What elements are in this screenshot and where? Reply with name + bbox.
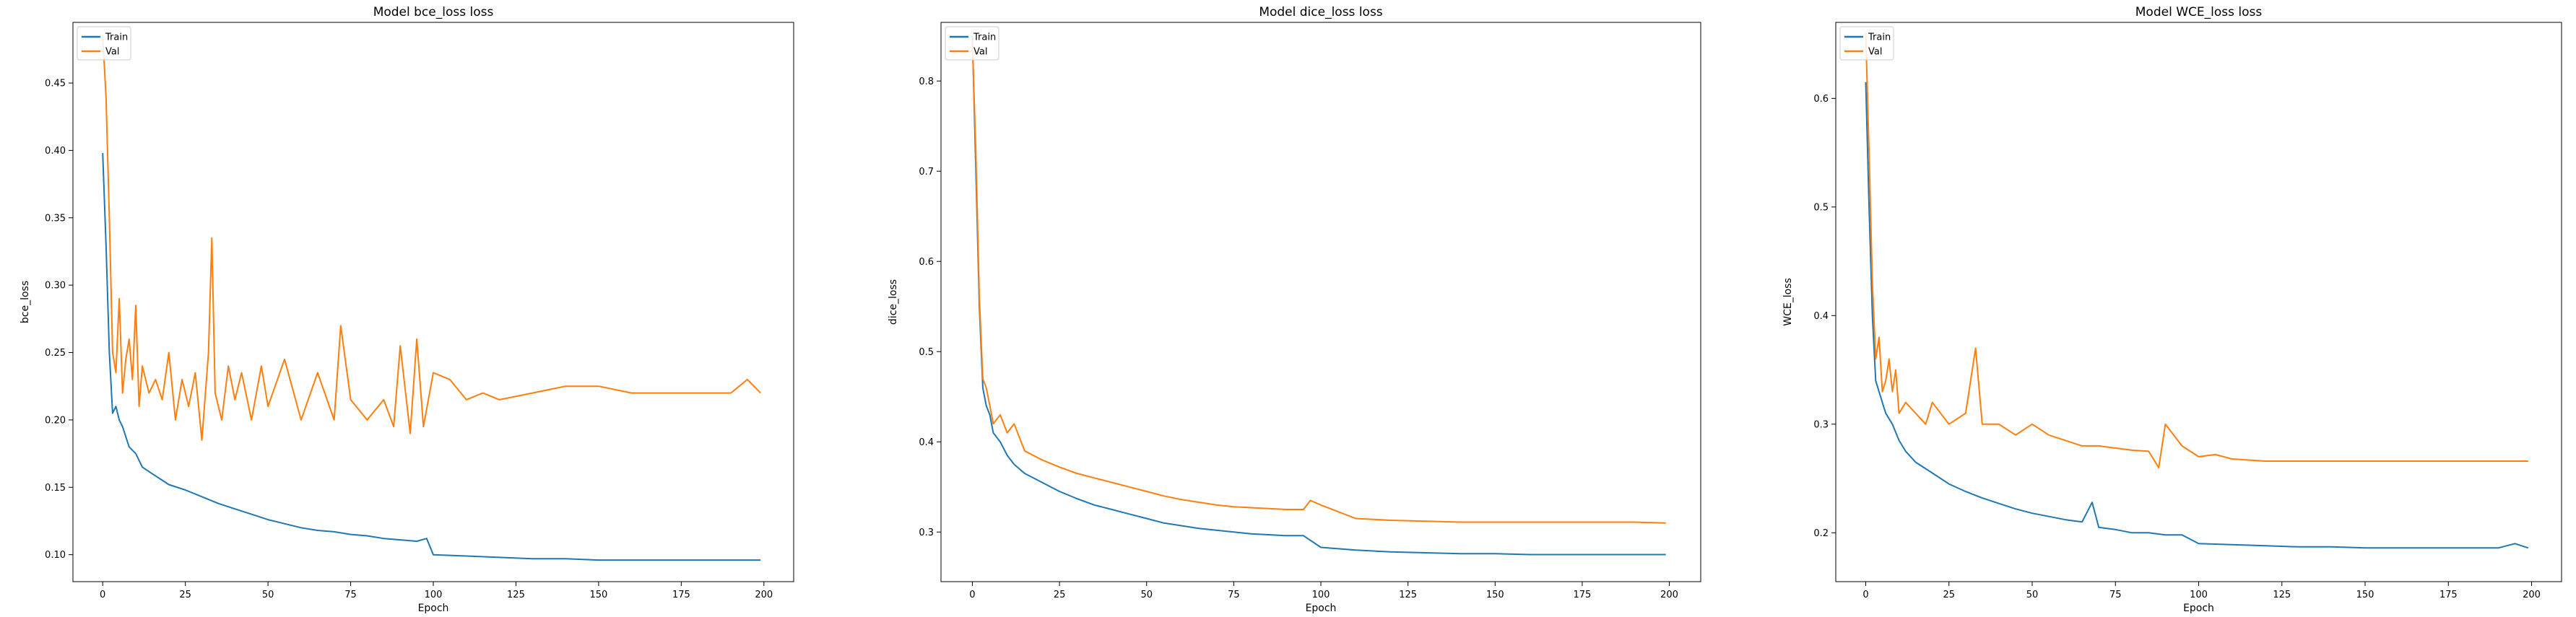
x-tick-label: 125 xyxy=(1399,590,1417,600)
x-tick-label: 50 xyxy=(262,590,274,600)
x-tick-label: 100 xyxy=(2190,590,2208,600)
plot-frame xyxy=(940,22,1701,582)
y-tick-label: 0.5 xyxy=(1813,202,1829,213)
chart-title: Model dice_loss loss xyxy=(1259,5,1382,19)
x-tick-label: 0 xyxy=(1862,590,1868,600)
x-axis-label: Epoch xyxy=(2183,603,2214,614)
legend-label-val: Val xyxy=(1868,47,1882,58)
plot-frame xyxy=(72,22,794,582)
x-tick-label: 25 xyxy=(1054,590,1066,600)
x-tick-label: 125 xyxy=(507,590,525,600)
y-tick-label: 0.30 xyxy=(45,281,66,292)
series-line-train xyxy=(102,153,761,561)
y-tick-label: 0.20 xyxy=(45,415,66,426)
chart-title: Model WCE_loss loss xyxy=(2135,5,2263,19)
legend-label-val: Val xyxy=(973,47,987,58)
x-axis-label: Epoch xyxy=(1306,603,1337,614)
y-tick-label: 0.7 xyxy=(919,167,934,178)
x-tick-label: 100 xyxy=(425,590,443,600)
x-tick-label: 50 xyxy=(2026,590,2039,600)
x-tick-label: 200 xyxy=(1660,590,1678,600)
x-tick-label: 25 xyxy=(1943,590,1955,600)
y-tick-label: 0.4 xyxy=(1813,311,1829,322)
legend: Train Val xyxy=(945,26,999,61)
y-tick-label: 0.3 xyxy=(919,528,934,538)
y-tick-label: 0.40 xyxy=(45,146,66,157)
y-tick-label: 0.8 xyxy=(919,76,934,87)
x-tick-label: 175 xyxy=(672,590,690,600)
y-axis-label: WCE_loss xyxy=(1782,278,1794,326)
x-tick-label: 50 xyxy=(1140,590,1153,600)
series-line-val xyxy=(102,35,761,441)
x-tick-label: 0 xyxy=(969,590,975,600)
y-tick-label: 0.15 xyxy=(45,483,66,494)
series-line-val xyxy=(1865,32,2528,468)
y-axis-label: dice_loss xyxy=(888,279,899,325)
x-tick-label: 75 xyxy=(2109,590,2122,600)
series-line-train xyxy=(1865,82,2529,549)
y-axis-label: bce_loss xyxy=(19,281,31,323)
legend-label-train: Train xyxy=(1868,32,1891,43)
x-tick-label: 150 xyxy=(589,590,607,600)
y-tick-label: 0.2 xyxy=(1813,528,1829,539)
legend-label-train: Train xyxy=(105,32,128,43)
x-tick-label: 0 xyxy=(100,590,105,600)
x-tick-label: 200 xyxy=(755,590,773,600)
x-tick-label: 125 xyxy=(2273,590,2291,600)
y-tick-label: 0.5 xyxy=(919,347,934,358)
x-tick-label: 100 xyxy=(1312,590,1330,600)
y-tick-label: 0.35 xyxy=(45,213,66,224)
x-tick-label: 75 xyxy=(1228,590,1240,600)
x-tick-label: 75 xyxy=(344,590,357,600)
chart-dice-loss: 0 25 50 75 100 125 150 175 200 0.3 0.4 0.5 0.6 0.7 0.8… xyxy=(888,5,1701,614)
y-tick-label: 0.4 xyxy=(919,437,934,448)
series-line-train xyxy=(971,35,1666,556)
chart-title: Model bce_loss loss xyxy=(373,5,494,19)
plot-frame xyxy=(1835,22,2562,582)
x-tick-label: 175 xyxy=(2440,590,2458,600)
y-tick-label: 0.3 xyxy=(1813,419,1829,430)
legend-label-train: Train xyxy=(973,32,996,43)
legend-label-val: Val xyxy=(105,47,119,58)
chart-bce-loss: 0 25 50 75 100 125 150 175 200 0.10 0.15 0.20 0.25 0.… xyxy=(19,5,794,614)
x-axis-label: Epoch xyxy=(418,603,449,614)
y-tick-label: 0.10 xyxy=(45,550,66,561)
y-tick-label: 0.6 xyxy=(1813,94,1829,105)
x-tick-label: 25 xyxy=(179,590,191,600)
x-tick-label: 175 xyxy=(1574,590,1592,600)
legend: Train Val xyxy=(77,26,131,61)
y-tick-label: 0.6 xyxy=(919,257,934,268)
legend: Train Val xyxy=(1839,26,1894,61)
chart-wce-loss: 0 25 50 75 100 125 150 175 200 0.2 0.3 0.4 0.5 0.6 Mod… xyxy=(1782,5,2562,614)
x-tick-label: 150 xyxy=(1486,590,1504,600)
y-tick-label: 0.25 xyxy=(45,348,66,359)
x-tick-label: 150 xyxy=(2356,590,2375,600)
x-tick-label: 200 xyxy=(2523,590,2541,600)
y-tick-label: 0.45 xyxy=(45,79,66,89)
series-line-val xyxy=(971,40,1666,524)
